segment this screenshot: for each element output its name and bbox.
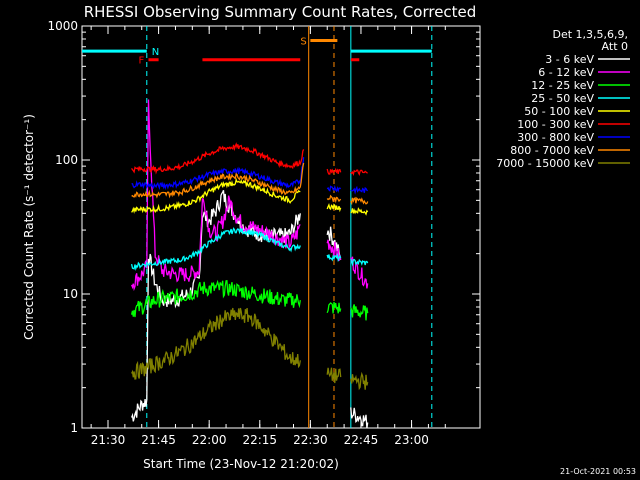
flag-label: S [300,36,306,47]
plot-area: 1 10 100 1000 21:30 21:45 22:00 22:15 22:30 22:45… [22,19,481,471]
series-line [131,307,301,380]
x-tick-label: 22:45 [344,433,379,447]
series-line [350,258,369,267]
series-line [350,196,369,206]
series-line [326,202,342,213]
legend-entry: 7000 - 15000 keV [496,157,594,170]
legend-entry: 25 - 50 keV [531,92,594,105]
series-line [350,371,369,391]
series-line [130,227,301,271]
legend-entry: 800 - 7000 keV [510,144,594,157]
flag-label: F [138,56,144,67]
series-line [350,256,369,289]
series-line [326,367,342,384]
y-axis-label: Corrected Count Rate (s⁻¹ detector⁻¹) [22,114,36,340]
series-line [130,279,301,318]
series-line [326,301,342,314]
series-line [350,304,369,321]
series-line [131,162,305,199]
x-tick-label: 21:30 [91,433,126,447]
series-line [326,185,342,193]
series-line [350,207,369,216]
legend-entry: 50 - 100 keV [524,105,594,118]
axes-frame [81,25,481,429]
series-line [326,239,342,261]
x-tick-label: 22:00 [192,433,227,447]
legend-header: Att 0 [602,40,628,53]
series-line [326,194,342,204]
y-tick-label: 1000 [47,19,78,33]
series-line [326,167,342,175]
series-line [350,407,369,428]
timestamp-stamp: 21-Oct-2021 00:53 [560,467,636,476]
x-axis-label: Start Time (23-Nov-12 21:20:02) [143,457,339,471]
series-line [131,157,305,191]
series-line [326,253,342,263]
legend-entry: 12 - 25 keV [531,79,594,92]
legend-entry: 6 - 12 keV [538,66,594,79]
x-tick-label: 22:15 [242,433,277,447]
flag-label: N [152,47,159,58]
x-tick-label: 23:00 [394,433,429,447]
x-tick-label: 21:45 [141,433,176,447]
x-tick-label: 22:30 [293,433,328,447]
data-group [82,26,433,428]
y-tick-label: 10 [63,287,78,301]
y-tick-label: 1 [70,421,78,435]
legend-entry: 3 - 6 keV [545,53,594,66]
legend-entry: 300 - 800 keV [517,131,594,144]
series-line [350,169,368,177]
series-line [131,142,305,175]
series-line [131,177,301,214]
series-line [350,185,368,195]
legend-header: Det 1,3,5,6,9, [552,28,628,41]
y-tick-label: 100 [55,153,78,167]
chart-title: RHESSI Observing Summary Count Rates, Co… [84,3,477,21]
legend-entry: 100 - 300 keV [517,118,594,131]
